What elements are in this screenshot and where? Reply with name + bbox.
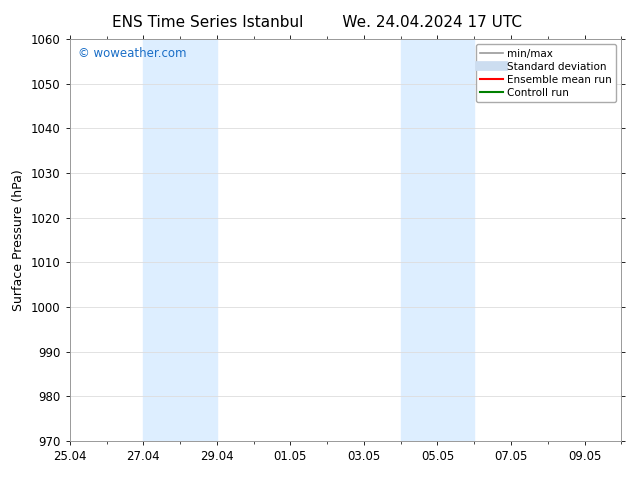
Y-axis label: Surface Pressure (hPa): Surface Pressure (hPa) [13, 169, 25, 311]
Legend: min/max, Standard deviation, Ensemble mean run, Controll run: min/max, Standard deviation, Ensemble me… [476, 45, 616, 102]
Text: © woweather.com: © woweather.com [78, 47, 186, 60]
Bar [401, 39, 474, 441]
Text: ENS Time Series Istanbul        We. 24.04.2024 17 UTC: ENS Time Series Istanbul We. 24.04.2024 … [112, 15, 522, 30]
Bar [143, 39, 217, 441]
